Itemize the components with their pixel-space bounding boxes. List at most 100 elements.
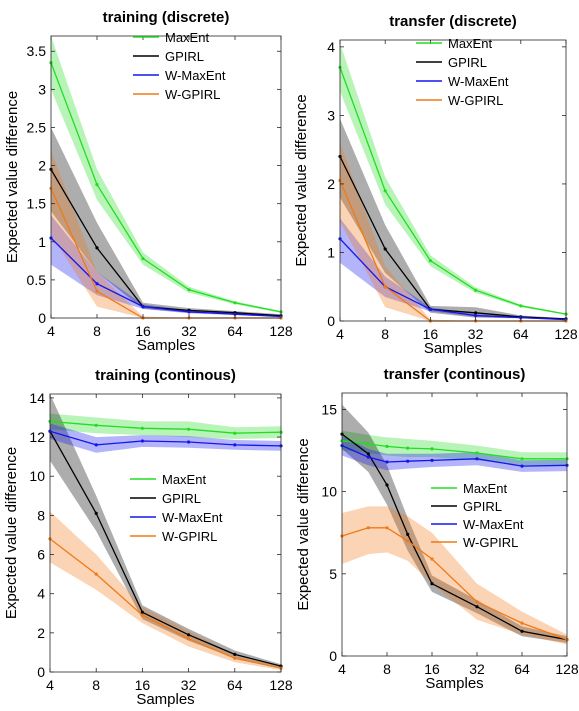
y-tick-label: 8	[37, 507, 45, 523]
data-point-maxent	[233, 301, 236, 304]
x-axis-label: Samples	[136, 691, 194, 708]
legend-label: GPIRL	[463, 499, 502, 514]
data-point-maxent	[519, 304, 522, 307]
y-tick-label: 3.5	[27, 43, 47, 59]
y-tick-label: 0.5	[27, 272, 47, 288]
y-tick-label: 1	[38, 234, 46, 250]
data-point-w-gpirl	[141, 614, 144, 617]
data-point-maxent	[474, 289, 477, 292]
legend: MaxEnt GPIRL W-MaxEnt W-GPIRL	[431, 481, 524, 550]
legend-label: GPIRL	[448, 55, 487, 70]
y-tick-label: 3	[38, 81, 46, 97]
x-tick-label: 8	[92, 677, 100, 693]
legend-label: W-MaxEnt	[165, 68, 226, 83]
x-tick-label: 4	[47, 323, 55, 339]
y-tick-label: 1.5	[27, 196, 47, 212]
y-tick-label: 2	[327, 176, 335, 192]
x-tick-label: 8	[383, 661, 391, 677]
data-point-w-maxent	[141, 439, 144, 442]
data-point-w-gpirl	[233, 657, 236, 660]
data-point-maxent	[520, 457, 523, 460]
y-tick-label: 0	[327, 313, 335, 329]
y-tick-label: 6	[37, 547, 45, 563]
y-tick-label: 12	[29, 429, 45, 445]
data-point-maxent	[430, 447, 433, 450]
y-tick-label: 2	[37, 625, 45, 641]
data-point-gpirl	[406, 533, 409, 536]
chart-title: transfer (discrete)	[389, 13, 517, 30]
chart-panel-2: transfer (discrete)012344 8 16 32 64 128Sampl…	[293, 13, 578, 357]
y-tick-label: 14	[29, 390, 45, 406]
data-point-maxent	[384, 189, 387, 192]
x-tick-label: 64	[513, 326, 529, 342]
chart-panel-3: training (continous) 0 2 4 6 8 10 12 14 4 8 16 32 64 1…	[3, 367, 293, 708]
data-point-maxent	[429, 259, 432, 262]
legend: MaxEnt GPIRL W-MaxEnt W-GPIRL	[130, 472, 223, 544]
data-point-w-maxent	[233, 443, 236, 446]
legend-label: W-MaxEnt	[448, 74, 509, 89]
data-point-maxent	[187, 428, 190, 431]
y-tick-label: 0	[38, 310, 46, 326]
series-band-w-gpirl	[342, 506, 567, 644]
data-point-w-gpirl	[187, 637, 190, 640]
data-point-maxent	[141, 257, 144, 260]
y-tick-label: 0	[329, 648, 337, 664]
legend-label: MaxEnt	[162, 472, 206, 487]
legend-label: W-GPIRL	[162, 529, 217, 544]
data-point-w-maxent	[141, 305, 144, 308]
data-point-maxent	[141, 427, 144, 430]
x-axis-label: Samples	[137, 337, 195, 354]
data-point-gpirl	[475, 605, 478, 608]
data-point-w-maxent	[429, 308, 432, 311]
data-point-maxent	[187, 288, 190, 291]
chart-panel-1: training (discrete) 0 0.5 1 1.5 2 2.5 3 3.5 4 8 16 3…	[4, 9, 293, 354]
x-tick-label: 128	[269, 677, 293, 693]
legend: MaxEnt GPIRL W-MaxEnt W-GPIRL	[416, 36, 509, 108]
data-point-maxent	[475, 451, 478, 454]
data-point-maxent	[95, 183, 98, 186]
y-tick-label: 4	[327, 39, 335, 55]
y-tick-label: 15	[321, 401, 337, 417]
data-point-w-maxent	[187, 440, 190, 443]
y-tick-label: 10	[29, 468, 45, 484]
legend-label: MaxEnt	[448, 36, 492, 51]
data-point-gpirl	[187, 633, 190, 636]
data-point-maxent	[233, 432, 236, 435]
data-point-gpirl	[233, 653, 236, 656]
data-point-w-gpirl	[475, 600, 478, 603]
data-point-gpirl	[430, 582, 433, 585]
data-point-gpirl	[367, 452, 370, 455]
data-point-gpirl	[384, 247, 387, 250]
data-point-w-gpirl	[430, 557, 433, 560]
data-point-gpirl	[385, 483, 388, 486]
data-point-w-maxent	[367, 456, 370, 459]
y-axis-label: Expected value difference	[4, 91, 21, 263]
legend: MaxEnt GPIRL W-MaxEnt W-GPIRL	[133, 30, 226, 102]
data-point-gpirl	[95, 512, 98, 515]
data-point-maxent	[95, 424, 98, 427]
x-axis-label: Samples	[425, 675, 483, 692]
data-point-w-gpirl	[384, 285, 387, 288]
y-tick-label: 1	[327, 244, 335, 260]
x-tick-label: 4	[336, 326, 344, 342]
chart-panel-4: transfer (continous)0510154 8 16 32 64 128Sam…	[295, 366, 579, 692]
data-point-w-gpirl	[385, 526, 388, 529]
legend-label: W-GPIRL	[463, 535, 518, 550]
data-point-maxent	[385, 445, 388, 448]
data-point-w-maxent	[95, 443, 98, 446]
legend-label: W-GPIRL	[448, 93, 503, 108]
legend-label: MaxEnt	[165, 30, 209, 45]
y-axis-label: Expected value difference	[293, 94, 310, 266]
chart-title: training (continous)	[95, 367, 236, 384]
legend-label: W-MaxEnt	[162, 510, 223, 525]
x-tick-label: 4	[46, 677, 54, 693]
data-point-w-gpirl	[95, 290, 98, 293]
data-point-w-gpirl	[367, 526, 370, 529]
data-point-w-gpirl	[95, 573, 98, 576]
legend-label: GPIRL	[162, 491, 201, 506]
y-tick-label: 5	[329, 566, 337, 582]
x-tick-label: 8	[381, 326, 389, 342]
x-tick-label: 64	[227, 677, 243, 693]
y-tick-label: 2.5	[27, 119, 47, 135]
